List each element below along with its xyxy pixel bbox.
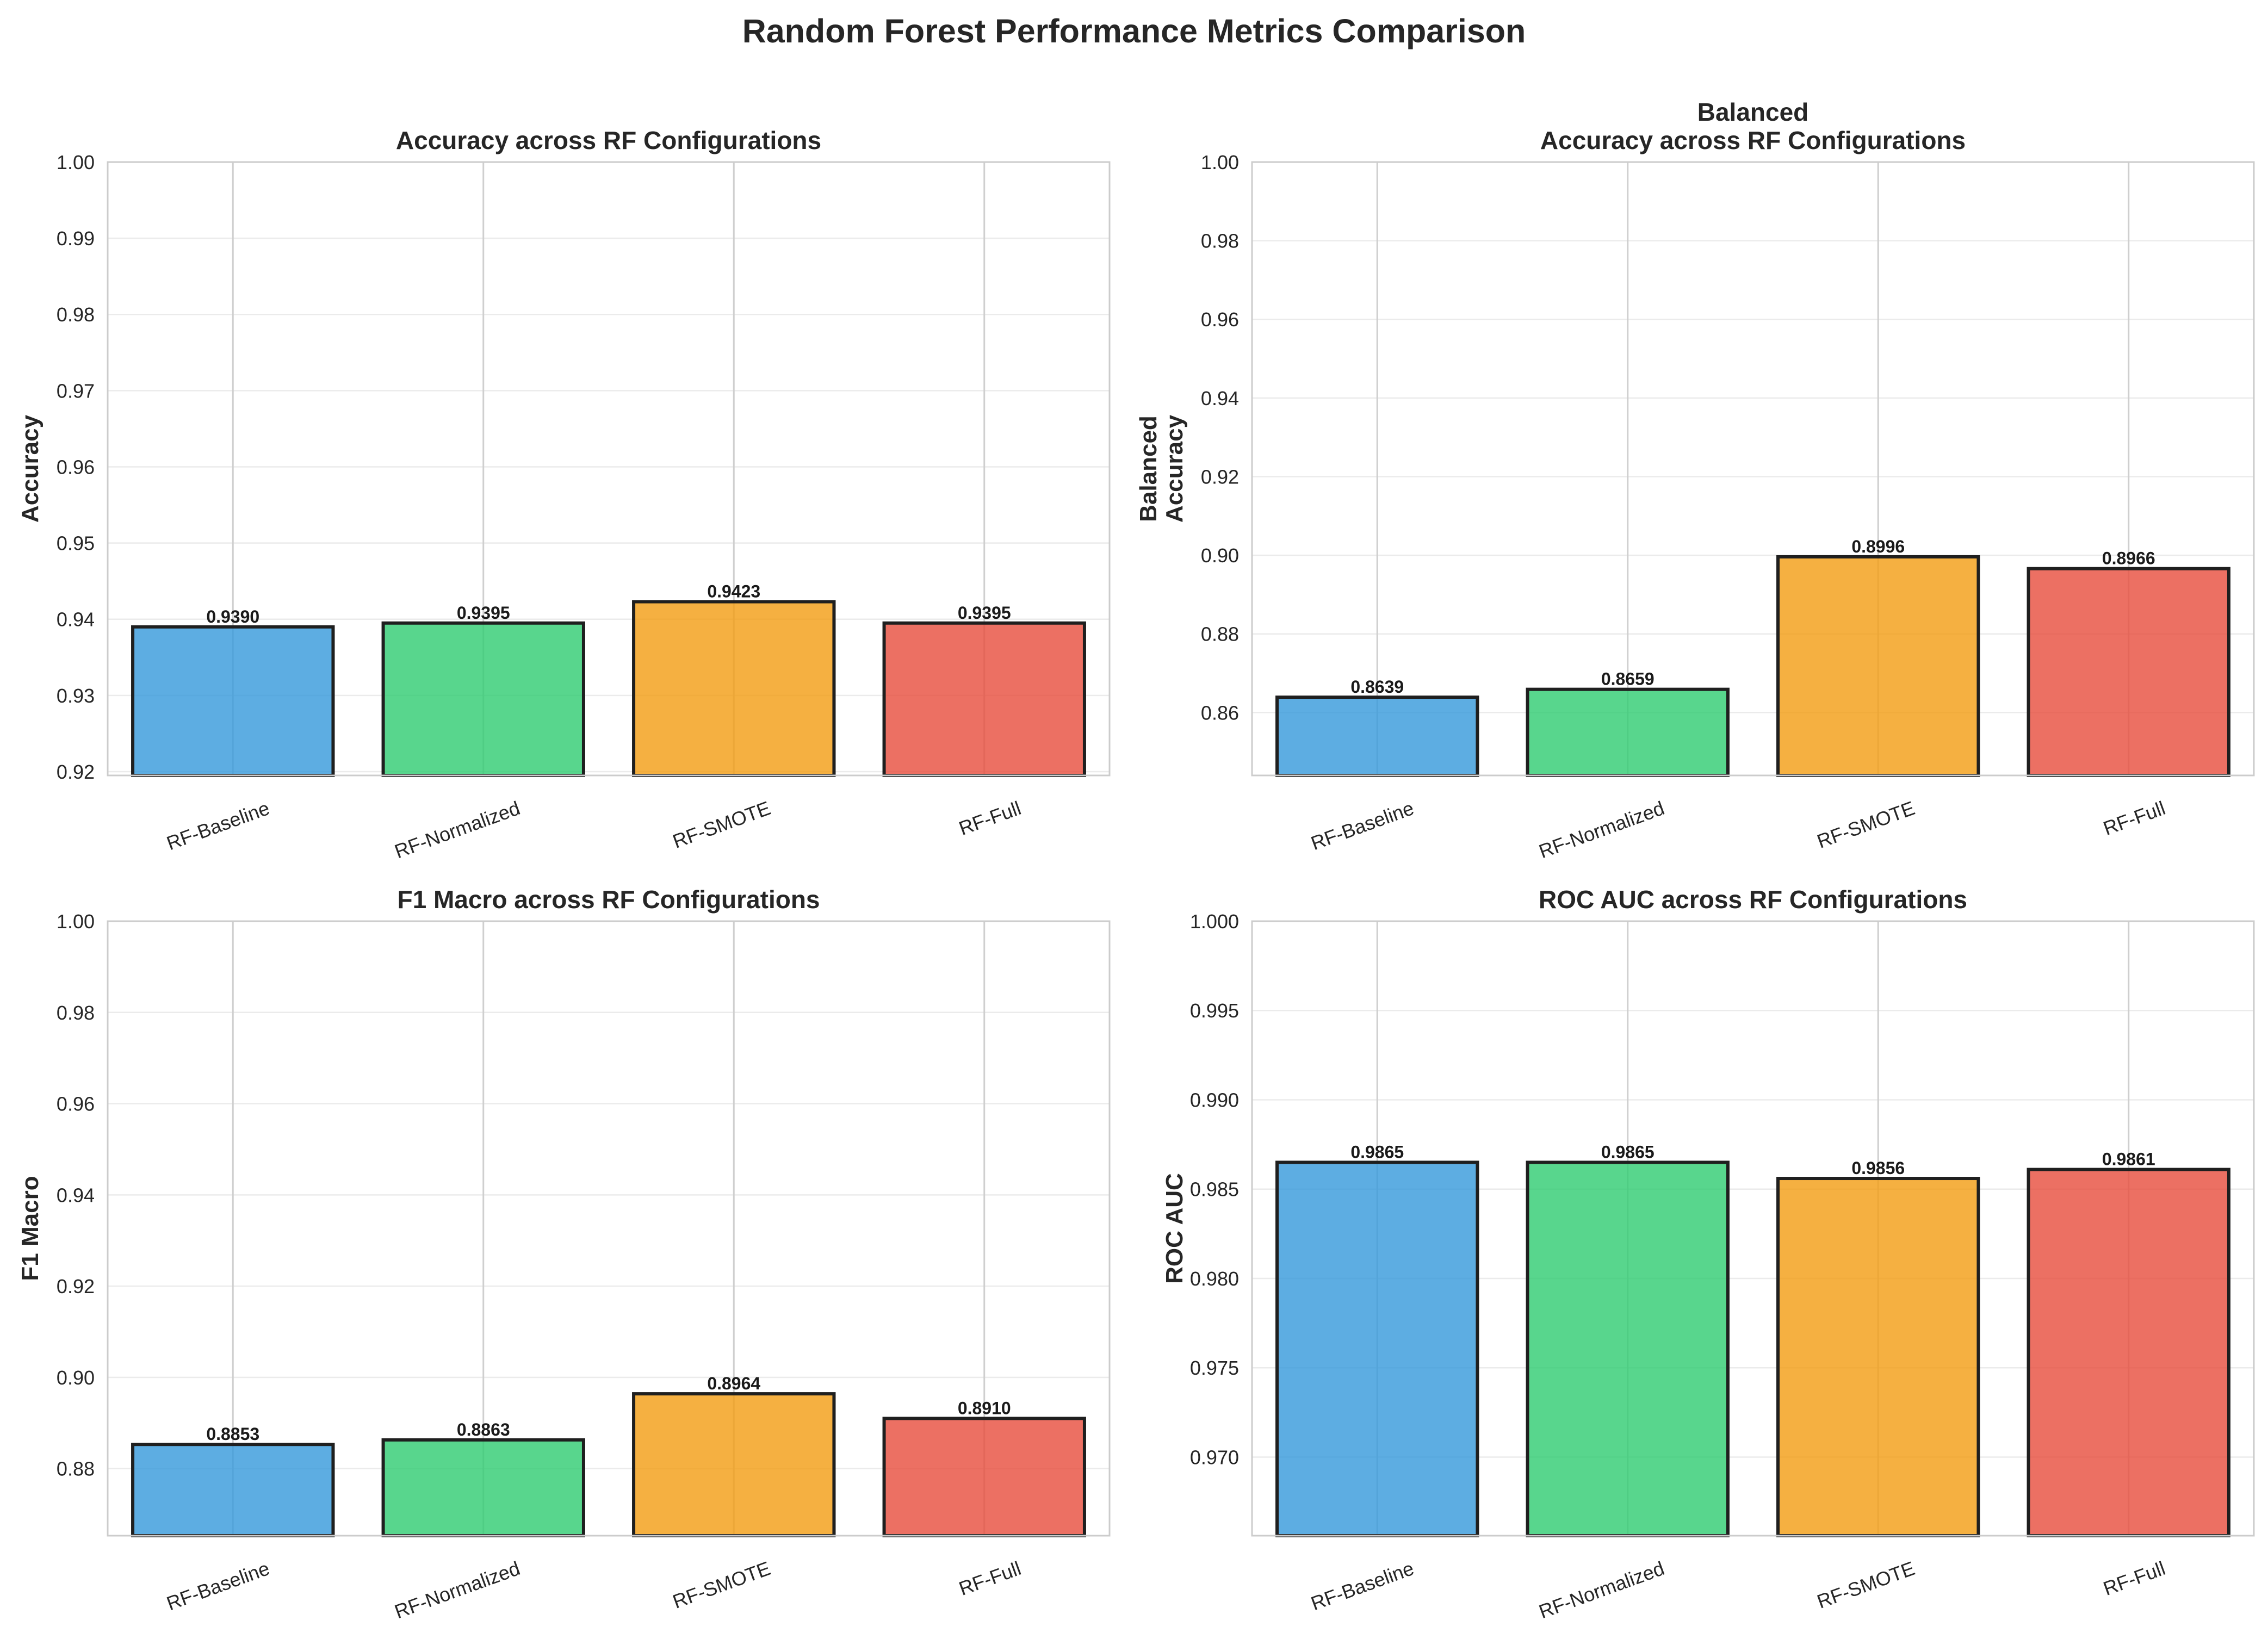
- bar-rf-baseline: [1275, 696, 1479, 777]
- y-tick-label: 0.98: [57, 303, 95, 326]
- value-label-rf-full: 0.9861: [2102, 1150, 2155, 1169]
- value-label-rf-baseline: 0.8639: [1350, 677, 1404, 697]
- subplot-title: ROC AUC across RF Configurations: [1539, 885, 1967, 914]
- y-tick-label: 0.94: [57, 609, 95, 631]
- subplot-grid: 0.9390 0.9395 0.9423 0.9395 0.92 0.93 0.94 0.95…: [17, 98, 2255, 1623]
- y-tick-label: 0.92: [1201, 465, 1239, 488]
- value-label-rf-baseline: 0.8853: [206, 1424, 259, 1444]
- value-label-rf-normalized: 0.8863: [457, 1420, 510, 1439]
- bar-rf-smote: [632, 1392, 836, 1538]
- value-label-rf-full: 0.8910: [958, 1398, 1011, 1418]
- axes-frame: [1251, 161, 2255, 777]
- axes-frame: [107, 161, 1111, 777]
- y-tick-label: 1.00: [57, 151, 95, 173]
- y-tick-label: 0.94: [1201, 387, 1239, 409]
- value-label-rf-baseline: 0.9390: [206, 607, 259, 626]
- bar-rf-full: [2027, 1168, 2230, 1538]
- value-label-rf-smote: 0.8996: [1851, 537, 1905, 556]
- bar-rf-normalized: [1526, 1160, 1730, 1537]
- y-tick-label: 0.96: [1201, 308, 1239, 331]
- y-tick-label: 0.88: [57, 1458, 95, 1480]
- y-axis-label: ROC AUC: [1161, 1173, 1188, 1284]
- bar-rf-normalized: [381, 1438, 585, 1538]
- axes-frame: [1251, 920, 2255, 1537]
- value-label-rf-normalized: 0.9395: [457, 603, 510, 623]
- y-tick-label: 0.95: [57, 532, 95, 555]
- y-tick-label: 0.96: [57, 456, 95, 478]
- subplot-title: F1 Macro across RF Configurations: [397, 885, 820, 914]
- y-tick-label: 0.88: [1201, 623, 1239, 645]
- y-tick-label: 0.93: [57, 685, 95, 707]
- bar-rf-baseline: [1275, 1160, 1479, 1537]
- y-tick-label: 1.00: [57, 910, 95, 933]
- value-label-rf-full: 0.9395: [958, 603, 1011, 623]
- bar-rf-smote: [632, 600, 836, 777]
- y-tick-label: 0.990: [1190, 1089, 1239, 1111]
- bar-rf-normalized: [381, 621, 585, 778]
- y-tick-label: 0.86: [1201, 701, 1239, 724]
- value-label-rf-smote: 0.9423: [707, 582, 760, 601]
- bar-rf-baseline: [131, 1443, 335, 1537]
- bar-rf-full: [882, 1417, 1086, 1537]
- y-tick-label: 0.970: [1190, 1446, 1239, 1468]
- y-tick-label: 0.97: [57, 380, 95, 402]
- value-label-rf-smote: 0.9856: [1851, 1158, 1905, 1178]
- subplot-title: Balanced Accuracy across RF Configuration…: [1540, 98, 1966, 154]
- y-tick-label: 1.00: [1201, 151, 1239, 173]
- subplot-accuracy: 0.9390 0.9395 0.9423 0.9395 0.92 0.93 0.94 0.95…: [17, 126, 1111, 862]
- value-label-rf-full: 0.8966: [2102, 549, 2155, 568]
- y-tick-label: 0.96: [57, 1093, 95, 1115]
- value-label-rf-normalized: 0.8659: [1601, 669, 1654, 689]
- y-tick-label: 0.94: [57, 1184, 95, 1206]
- y-tick-label: 0.985: [1190, 1178, 1239, 1201]
- y-tick-label: 0.98: [1201, 230, 1239, 252]
- y-axis-label: F1 Macro: [17, 1176, 44, 1281]
- y-tick-label: 1.000: [1190, 910, 1239, 933]
- figure-title: Random Forest Performance Metrics Compar…: [742, 13, 1526, 49]
- value-label-rf-normalized: 0.9865: [1601, 1142, 1654, 1162]
- bar-rf-full: [882, 621, 1086, 778]
- value-label-rf-smote: 0.8964: [707, 1374, 760, 1393]
- y-tick-label: 0.995: [1190, 999, 1239, 1022]
- axes-frame: [107, 920, 1111, 1537]
- y-tick-label: 0.90: [57, 1367, 95, 1389]
- y-axis-label: Accuracy: [17, 414, 44, 523]
- y-tick-label: 0.980: [1190, 1268, 1239, 1290]
- y-tick-label: 0.99: [57, 227, 95, 250]
- bar-rf-smote: [1776, 555, 1980, 777]
- bar-rf-smote: [1776, 1177, 1980, 1537]
- bar-rf-normalized: [1526, 687, 1730, 777]
- value-label-rf-baseline: 0.9865: [1350, 1142, 1404, 1162]
- y-tick-label: 0.90: [1201, 544, 1239, 567]
- bar-rf-baseline: [131, 625, 335, 778]
- subplot-title: Accuracy across RF Configurations: [396, 126, 821, 154]
- y-tick-label: 0.98: [57, 1002, 95, 1024]
- y-axis-label: BalancedAccuracy: [1135, 414, 1188, 523]
- y-tick-label: 0.92: [57, 761, 95, 783]
- y-tick-label: 0.92: [57, 1275, 95, 1297]
- bar-rf-full: [2027, 567, 2230, 777]
- y-tick-label: 0.975: [1190, 1357, 1239, 1379]
